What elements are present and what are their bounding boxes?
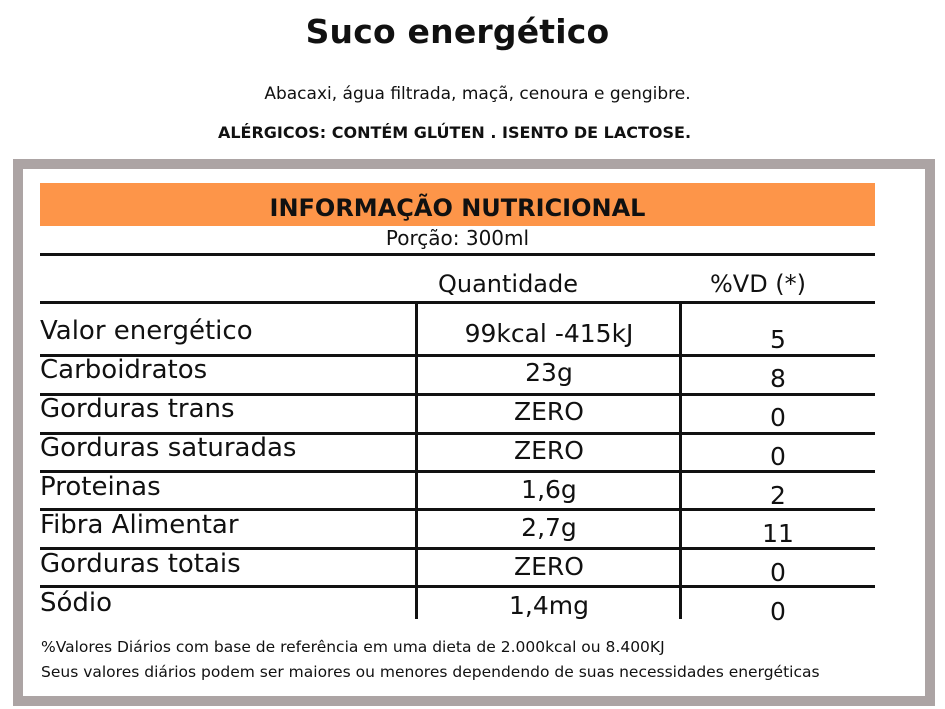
nutrient-name: Proteinas [40, 472, 161, 502]
nutrient-vd: 0 [770, 442, 786, 471]
column-divider [679, 304, 682, 619]
portion-size: Porção: 300ml [385, 226, 530, 250]
divider-line [40, 253, 875, 256]
divider-line [40, 585, 875, 588]
divider-line [40, 393, 875, 396]
nutrient-vd: 5 [770, 325, 786, 354]
nutrient-quantity: 23g [525, 358, 573, 387]
nutrient-quantity: 2,7g [521, 513, 577, 542]
column-divider [415, 304, 418, 619]
nutrient-vd: 8 [770, 364, 786, 393]
table-row: Gorduras saturadas ZERO 0 [40, 431, 875, 471]
nutrient-quantity: 1,6g [521, 475, 577, 504]
nutrient-quantity: 1,4mg [509, 591, 589, 620]
table-row: Gorduras totais ZERO 0 [40, 547, 875, 587]
divider-line [40, 547, 875, 550]
nutrient-name: Fibra Alimentar [40, 510, 239, 540]
nutrient-name: Gorduras saturadas [40, 433, 297, 463]
table-row: Sódio 1,4mg 0 [40, 586, 875, 626]
nutrient-vd: 11 [762, 519, 794, 548]
nutrient-quantity: 99kcal -415kJ [464, 319, 634, 348]
nutrient-vd: 0 [770, 597, 786, 626]
product-title: Suco energético [305, 12, 610, 51]
allergens-text: ALÉRGICOS: CONTÉM GLÚTEN . ISENTO DE LAC… [217, 123, 692, 142]
nutrient-quantity: ZERO [514, 397, 584, 426]
nutrient-name: Sódio [40, 588, 113, 618]
nutrient-vd: 0 [770, 403, 786, 432]
divider-line [40, 301, 875, 304]
table-row: Carboidratos 23g 8 [40, 353, 875, 393]
nutrient-name: Gorduras trans [40, 394, 235, 424]
footnote-individual-needs: Seus valores diários podem ser maiores o… [41, 663, 820, 681]
nutrient-name: Carboidratos [40, 355, 208, 385]
footnote-daily-values: %Valores Diários com base de referência … [41, 638, 665, 656]
nutrient-vd: 0 [770, 558, 786, 587]
column-header-vd: %VD (*) [709, 270, 807, 298]
nutrition-table-heading: INFORMAÇÃO NUTRICIONAL [40, 183, 875, 226]
table-row: Gorduras trans ZERO 0 [40, 392, 875, 432]
column-header-quantity: Quantidade [437, 270, 579, 298]
nutrient-name: Valor energético [40, 316, 253, 346]
nutrient-quantity: ZERO [514, 552, 584, 581]
table-row: Proteinas 1,6g 2 [40, 470, 875, 510]
table-row: Fibra Alimentar 2,7g 11 [40, 508, 875, 548]
divider-line [40, 508, 875, 511]
nutrient-name: Gorduras totais [40, 549, 241, 579]
ingredients-text: Abacaxi, água filtrada, maçã, cenoura e … [264, 84, 691, 104]
divider-line [40, 470, 875, 473]
divider-line [40, 354, 875, 357]
nutrient-quantity: ZERO [514, 436, 584, 465]
nutrient-vd: 2 [770, 481, 786, 510]
divider-line [40, 432, 875, 435]
table-row: Valor energético 99kcal -415kJ 5 [40, 314, 875, 354]
